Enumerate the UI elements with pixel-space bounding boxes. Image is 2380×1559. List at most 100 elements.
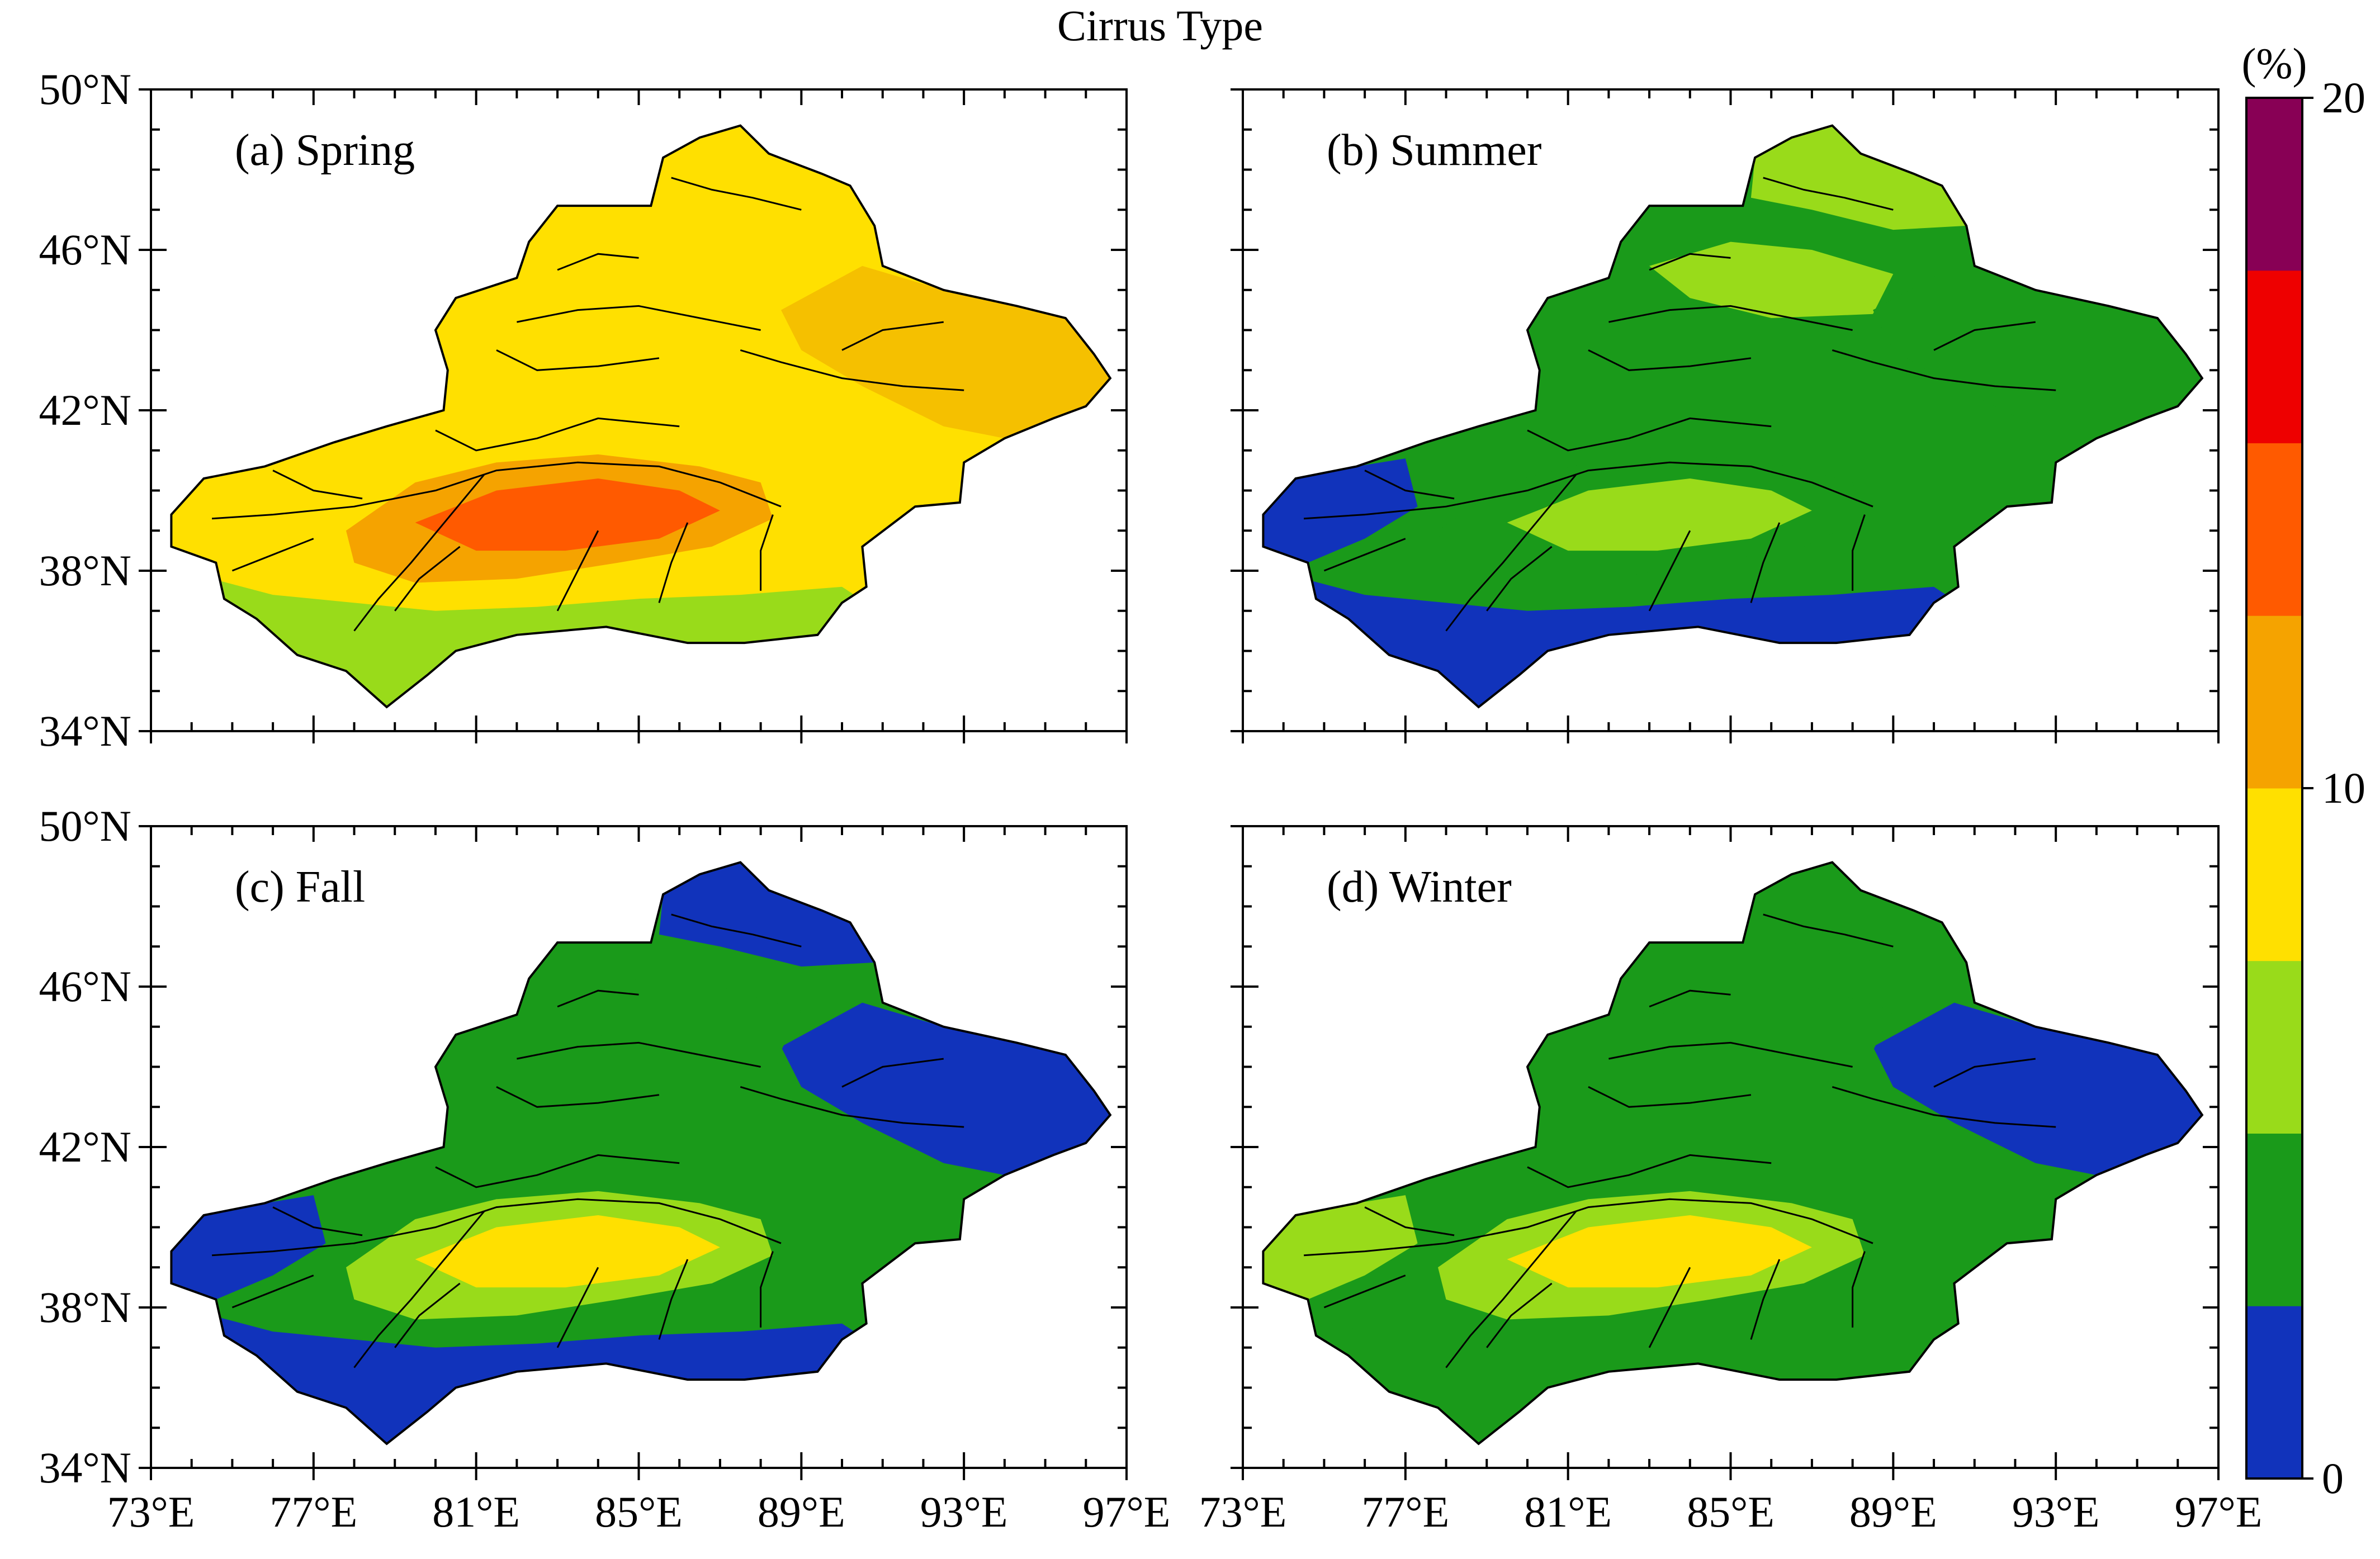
river-line <box>435 417 680 452</box>
colorbar-box <box>2246 1133 2302 1306</box>
colorbar-box <box>2246 98 2302 271</box>
river-line <box>1649 253 1731 271</box>
river-line <box>1608 305 1853 331</box>
value-zone <box>415 478 720 551</box>
value-zone <box>171 458 326 563</box>
value-zone <box>415 1215 720 1288</box>
value-zone <box>659 125 875 230</box>
river-line <box>394 546 461 612</box>
y-tick-label: 50°N <box>39 802 131 850</box>
river-line <box>1364 470 1455 500</box>
river-line <box>557 989 639 1008</box>
region-outline <box>170 861 1112 1446</box>
river-line <box>517 1041 761 1068</box>
river-line <box>231 538 314 572</box>
y-tick-label: 42°N <box>39 386 131 434</box>
river-line <box>1527 1154 1772 1188</box>
river-line <box>557 253 639 271</box>
x-tick-label: 89°E <box>758 1487 845 1536</box>
river-line <box>272 1206 363 1236</box>
y-tick-label: 42°N <box>39 1122 131 1171</box>
river-line <box>1648 530 1691 612</box>
x-tick-label: 93°E <box>2012 1487 2100 1536</box>
river-line <box>1933 1058 2036 1088</box>
region-map <box>1262 124 2204 709</box>
panel-label: (d) Winter <box>1327 863 1512 912</box>
river-line <box>1852 1251 1866 1328</box>
region-outline <box>1262 861 2204 1446</box>
river-line <box>841 1058 944 1088</box>
region-map <box>170 124 1112 709</box>
x-tick-label: 73°E <box>107 1487 195 1536</box>
x-tick-label: 97°E <box>1083 1487 1171 1536</box>
river-line <box>1750 522 1781 603</box>
value-zone <box>557 978 802 1055</box>
river-line <box>1486 1282 1553 1348</box>
river-line <box>394 1282 461 1348</box>
river-line <box>740 349 964 391</box>
river-line <box>517 305 761 331</box>
panel-label: (a) Spring <box>235 126 415 175</box>
value-zone <box>212 1315 867 1444</box>
x-tick-label: 81°E <box>1524 1487 1612 1536</box>
river-line <box>1648 1267 1691 1348</box>
y-tick-label: 38°N <box>39 1283 131 1331</box>
river-line <box>1486 546 1553 612</box>
panel-label: (b) Summer <box>1327 126 1541 175</box>
x-tick-label: 93°E <box>920 1487 1008 1536</box>
river-line <box>658 1259 689 1340</box>
river-line <box>1649 989 1731 1008</box>
panel-fall: (c) Fall <box>150 825 1128 1469</box>
river-line <box>671 177 802 211</box>
river-line <box>272 470 363 500</box>
river-line <box>435 1154 680 1188</box>
river-line <box>353 473 485 632</box>
x-tick-label: 73°E <box>1199 1487 1287 1536</box>
x-tick-label: 85°E <box>1687 1487 1775 1536</box>
river-line <box>658 522 689 603</box>
river-line <box>212 461 782 520</box>
value-zone <box>1304 1315 1958 1444</box>
river-line <box>556 530 599 612</box>
colorbar-unit-label: (%) <box>2242 39 2307 88</box>
river-line <box>1323 1274 1406 1309</box>
x-tick-label: 77°E <box>269 1487 357 1536</box>
river-line <box>1852 514 1866 591</box>
y-tick-label: 34°N <box>39 1443 131 1492</box>
river-line <box>496 1086 660 1108</box>
river-line <box>556 1267 599 1348</box>
river-line <box>1588 1086 1752 1108</box>
colorbar-boxes <box>2246 98 2302 1479</box>
x-tick-label: 77°E <box>1361 1487 1449 1536</box>
value-zone <box>1263 458 1418 563</box>
colorbar: (%) 20 10 0 <box>2242 39 2365 1503</box>
river-line <box>496 349 660 371</box>
river-line <box>1588 349 1752 371</box>
river-line <box>1445 473 1577 632</box>
colorbar-tick-label: 0 <box>2322 1454 2344 1503</box>
colorbar-tick-label: 10 <box>2322 764 2365 812</box>
panel-spring: (a) Spring <box>150 88 1128 732</box>
value-zone <box>212 579 867 707</box>
axes: 50°N 46°N 42°N 38°N 34°N 50°N 46°N 42°N 38°N 34°N… <box>39 65 2262 1536</box>
river-line <box>841 321 944 351</box>
river-line <box>1364 1206 1455 1236</box>
river-line <box>1608 1041 1853 1068</box>
value-zone <box>1750 862 1967 967</box>
river-line <box>760 514 774 591</box>
river-line <box>1304 461 1873 520</box>
value-zone <box>1649 978 1894 1055</box>
region-outline <box>170 124 1112 709</box>
value-zone <box>1304 579 1958 707</box>
river-line <box>1323 538 1406 572</box>
river-line <box>1527 417 1772 452</box>
river-line <box>1304 1198 1873 1257</box>
river-line <box>231 1274 314 1309</box>
y-tick-label: 34°N <box>39 707 131 755</box>
river-line <box>1832 1086 2056 1128</box>
panel-summer: (b) Summer <box>1242 88 2220 732</box>
panel-winter: (d) Winter <box>1242 825 2220 1469</box>
value-zone <box>1507 478 1812 551</box>
colorbar-box <box>2246 615 2302 789</box>
